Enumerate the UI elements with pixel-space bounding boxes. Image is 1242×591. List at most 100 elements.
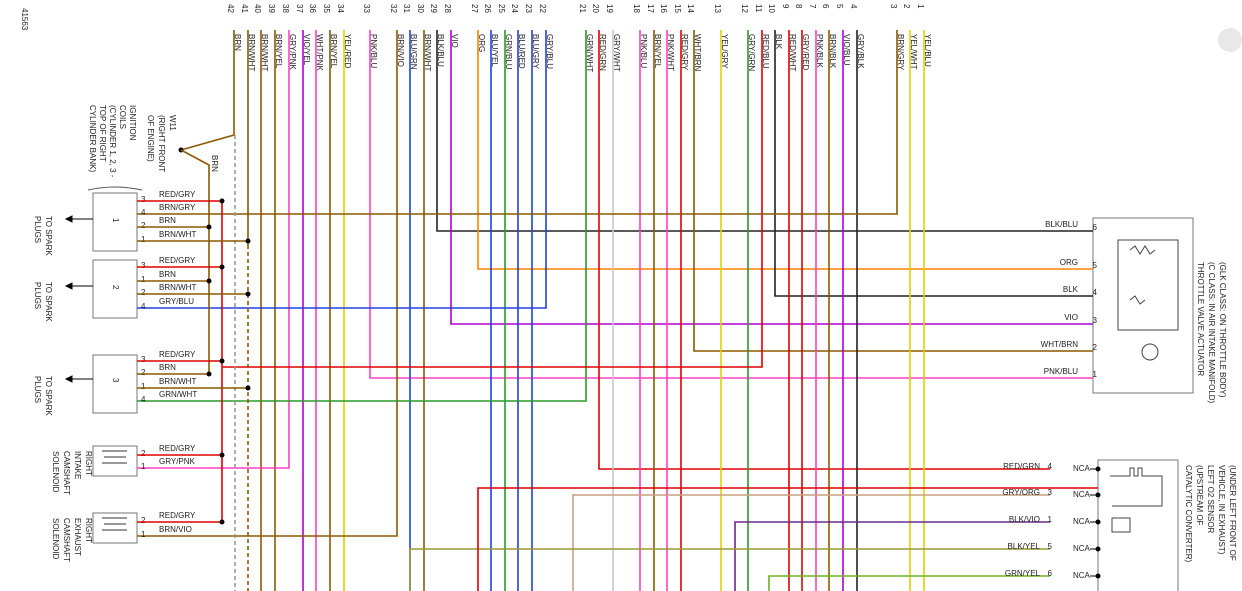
wire-label: BRN [159, 216, 176, 225]
wire-label: PNK/WHT [666, 34, 675, 71]
wire-label: YEL/BLU [923, 34, 932, 67]
wire-label: WHT/BRN [693, 34, 702, 72]
wire-label: BRN/WHT [260, 34, 269, 71]
nca-label: NCA [1073, 490, 1091, 499]
wire-label: BRN/YEL [329, 34, 338, 69]
pin-number: 38 [281, 4, 290, 13]
pin-number: 16 [659, 4, 668, 13]
pin-number: 3 [141, 261, 146, 270]
wire-label: BRN [159, 363, 176, 372]
splice-dot [219, 519, 225, 525]
splice-label: W11 [168, 115, 177, 131]
sensor-symbol [1111, 517, 1131, 533]
wire-label: BLK/BLU [1045, 220, 1078, 229]
wire-label: BLU/YEL [490, 34, 499, 67]
o2-label: (UNDER LEFT FRONT OF [1228, 465, 1237, 561]
throttle-label: (C CLASS: IN AIR INTAKE MANIFOLD) [1207, 262, 1216, 404]
wire-label: YEL/RED [343, 34, 352, 68]
splice-dot [219, 358, 225, 364]
wire-label: GRY/GRN [747, 34, 756, 71]
nca-label: NCA [1073, 464, 1091, 473]
o2-box [1097, 459, 1179, 591]
coil-number: 2 [111, 285, 120, 290]
pin-number: 33 [362, 4, 371, 13]
motor-symbol [1141, 343, 1159, 361]
wire-label: BRN/WHT [247, 34, 256, 71]
wire-label: PNK/BLU [369, 34, 378, 68]
wire-label: BRN/WHT [159, 377, 196, 386]
splice-dot [245, 291, 251, 297]
coil-title: (CYLINDER 1, 2, 3 - [108, 105, 117, 178]
wire [222, 30, 763, 368]
wire [137, 30, 547, 309]
wire-label: PNK/BLU [1044, 367, 1078, 376]
pin-number: 37 [295, 4, 304, 13]
wire-label: BLU/GRY [531, 34, 540, 70]
wire-label: RED/GRY [159, 350, 196, 359]
pin-number: 1 [141, 462, 146, 471]
pin-number: 29 [429, 4, 438, 13]
wire-label: ORG [477, 34, 486, 52]
splice-dot [219, 198, 225, 204]
pin-number: 11 [754, 4, 763, 13]
wire-label: WHT/PNK [315, 34, 324, 72]
solenoid-label: RIGHT [84, 518, 93, 543]
throttle-label: THROTTLE VALVE ACTUATOR [1196, 262, 1205, 376]
wire-label: BRN/VIO [396, 34, 405, 67]
pin-number: 5 [835, 4, 844, 9]
wire-label: BRN/VIO [159, 525, 192, 534]
wire-label: BLU/GRN [409, 34, 418, 70]
pin-number: 34 [336, 4, 345, 13]
pin-number: 12 [740, 4, 749, 13]
pin-number: 4 [1093, 288, 1098, 297]
spark-plug-label: TO SPARK [44, 282, 53, 322]
wire-label: BRN/YEL [274, 34, 283, 69]
heater-symbol [1110, 467, 1163, 507]
pin-number: 2 [141, 516, 146, 525]
splice-dot [1095, 519, 1101, 525]
wire-label: GRY/BLU [159, 297, 194, 306]
wire-label: RED/GRY [159, 511, 196, 520]
pin-number: 6 [821, 4, 830, 9]
pin-number: 1 [916, 4, 925, 9]
wire-label: GRY/PNK [159, 457, 196, 466]
actuator-symbol [1117, 239, 1179, 331]
solenoid-label: SOLENOID [51, 518, 60, 560]
pin-number: 23 [524, 4, 533, 13]
splice-dot [1095, 466, 1101, 472]
splice-dot [245, 385, 251, 391]
solenoid-label: EXHAUST [73, 518, 82, 556]
nca-label: NCA [1073, 544, 1091, 553]
wire-label: PNK/BLU [639, 34, 648, 68]
wire-label: BRN [159, 270, 176, 279]
wire-label: BLK [1063, 285, 1079, 294]
coil-box [92, 259, 138, 319]
wire-label: RED/WHT [788, 34, 797, 71]
pin-number: 4 [849, 4, 858, 9]
wire-label: BLK/VIO [1009, 515, 1040, 524]
wire-label: GRY/RED [801, 34, 810, 71]
splice-dot [206, 371, 212, 377]
splice-dot [1095, 546, 1101, 552]
wire-label: BLU/RED [517, 34, 526, 69]
pin-number: 4 [141, 302, 146, 311]
pin-number: 39 [267, 4, 276, 13]
pin-number: 18 [632, 4, 641, 13]
pin-number: 4 [141, 208, 146, 217]
scroll-handle[interactable] [1218, 28, 1242, 52]
coil-number: 1 [111, 218, 120, 223]
wire [409, 548, 1050, 591]
pin-number: 1 [141, 235, 146, 244]
wire-label: BLK [774, 34, 783, 50]
wire-label: GRN/YEL [1005, 569, 1041, 578]
pin-number: 28 [443, 4, 452, 13]
splice-label: (RIGHT FRONT [157, 115, 166, 172]
wire-label: RED/GRY [159, 444, 196, 453]
wire [137, 30, 398, 537]
solenoid-label: RIGHT [84, 451, 93, 476]
coil-title: COILS [118, 105, 127, 129]
pin-number: 3 [141, 355, 146, 364]
wire-label: RED/GRN [1003, 462, 1040, 471]
solenoid-label: INTAKE [73, 451, 82, 479]
pin-number: 3 [1093, 316, 1098, 325]
